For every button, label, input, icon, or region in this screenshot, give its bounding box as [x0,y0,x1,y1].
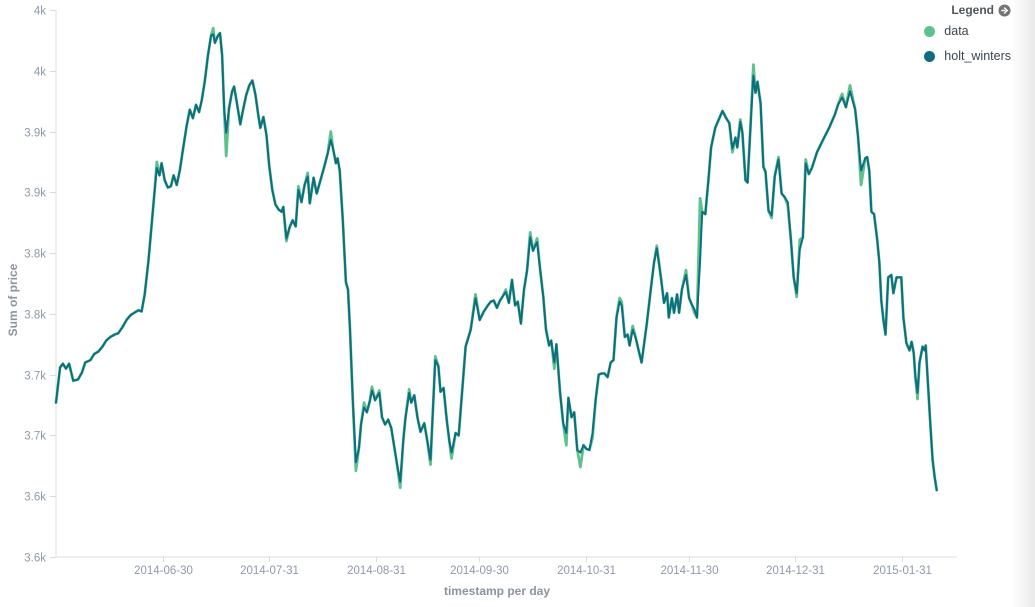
y-tick-label: 3.9k [24,128,46,140]
x-tick-label: 2014-07-31 [240,565,299,577]
x-tick-label: 2015-01-31 [873,565,932,577]
y-tick-label: 3.6k [24,553,46,565]
x-axis-title: timestamp per day [443,584,551,598]
legend-title: Legend [951,3,994,17]
legend-item-label: data [944,24,969,38]
y-tick-label: 4k [34,6,46,18]
y-tick-label: 3.7k [24,431,46,443]
x-tick-label: 2014-12-31 [766,565,825,577]
y-tick-label: 3.6k [24,492,46,504]
y-tick-label: 3.7k [24,371,46,383]
x-tick-label: 2014-08-31 [347,565,406,577]
y-tick-label: 3.9k [24,188,46,200]
legend: Legend data holt_winters [924,3,1011,74]
x-tick-label: 2014-10-31 [557,565,616,577]
legend-item-holt-winters[interactable]: holt_winters [924,49,1011,63]
x-tick-label: 2014-06-30 [134,565,193,577]
legend-item-label: holt_winters [944,49,1011,63]
y-axis-title: Sum of price [6,263,20,337]
legend-item-data[interactable]: data [924,24,1011,38]
legend-swatch [924,25,936,37]
x-tick-label: 2014-11-30 [661,565,719,577]
x-tick-label: 2014-09-30 [450,565,509,577]
legend-toggle-icon[interactable] [998,3,1011,17]
series-line-data [54,26,939,492]
legend-swatch [924,50,936,62]
y-tick-label: 4k [34,67,46,79]
series-line-holt_winters [55,32,938,492]
y-tick-label: 3.8k [24,310,46,322]
y-tick-label: 3.8k [24,249,46,261]
